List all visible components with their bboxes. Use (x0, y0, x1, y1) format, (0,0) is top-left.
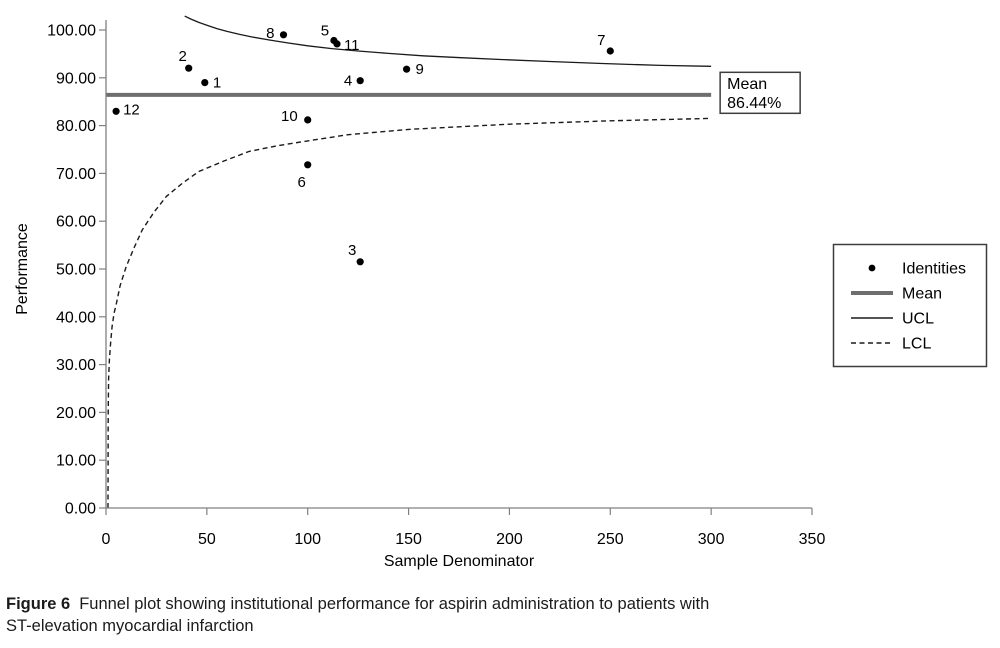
x-tick-label: 0 (102, 531, 111, 548)
data-point-label-8: 8 (266, 25, 274, 42)
mean-annotation-box (719, 71, 801, 115)
data-point-label-11: 11 (344, 37, 360, 54)
y-tick-label: 10.00 (56, 453, 96, 470)
data-point-7 (606, 47, 614, 55)
data-point-label-1: 1 (213, 75, 221, 92)
lcl-curve (107, 117, 712, 509)
legend-label-mean: Mean (902, 286, 942, 303)
data-point-label-3: 3 (348, 242, 356, 259)
legend-box (832, 243, 988, 368)
figure-caption-label: Figure 6 (6, 595, 71, 613)
y-tick-label: 40.00 (56, 309, 96, 326)
y-tick-label: 70.00 (56, 166, 96, 183)
x-tick-label: 300 (698, 531, 725, 548)
x-tick-label: 200 (496, 531, 523, 548)
data-point-4 (356, 77, 364, 85)
y-tick-label: 30.00 (56, 357, 96, 374)
legend-label-identities: Identities (902, 261, 966, 278)
y-axis-title: Performance (14, 223, 31, 315)
data-point-3 (356, 258, 364, 266)
y-tick-label: 50.00 (56, 262, 96, 279)
legend-label-ucl: UCL (902, 311, 934, 328)
data-point-6 (304, 161, 312, 169)
y-tick-label: 20.00 (56, 405, 96, 422)
x-tick-label: 250 (597, 531, 624, 548)
funnel-plot-chart: 0.00 10.00 20.00 30.00 40.00 50.00 60.00 70.00 8… (14, 15, 988, 570)
data-point-label-5: 5 (321, 23, 329, 40)
data-point-label-4: 4 (344, 73, 352, 90)
data-point-2 (185, 64, 193, 72)
data-point-8 (279, 31, 288, 39)
x-axis-title: Sample Denominator (384, 553, 535, 570)
data-point-label-9: 9 (416, 61, 424, 78)
data-point-label-12: 12 (123, 101, 140, 118)
data-point-label-10: 10 (281, 108, 298, 125)
x-tick-label: 100 (294, 531, 321, 548)
figure-caption: Figure 6 Funnel plot showing institutiona… (6, 594, 751, 637)
data-point-9 (403, 65, 411, 73)
y-tick-label: 60.00 (56, 214, 96, 231)
data-point-label-6: 6 (298, 174, 306, 191)
data-point-12 (112, 107, 120, 115)
data-point-label-7: 7 (597, 32, 605, 49)
data-point-11 (333, 40, 341, 48)
mean-annotation-line1: Mean (727, 76, 767, 93)
data-point-1 (201, 79, 209, 87)
mean-annotation-line2: 86.44% (727, 95, 781, 112)
y-tick-label: 100.00 (47, 23, 96, 40)
x-tick-label: 50 (198, 531, 216, 548)
y-tick-label: 80.00 (56, 118, 96, 135)
y-tick-label: 90.00 (56, 70, 96, 87)
legend-label-lcl: LCL (902, 336, 931, 353)
figure-caption-text: Funnel plot showing institutional perfor… (6, 595, 710, 635)
data-point-10 (304, 116, 312, 124)
legend-marker-dot (868, 264, 876, 272)
x-tick-label: 350 (799, 531, 826, 548)
data-point-label-2: 2 (179, 48, 187, 65)
y-tick-label: 0.00 (65, 501, 96, 518)
x-tick-label: 150 (395, 531, 422, 548)
ucl-curve (184, 15, 712, 67)
